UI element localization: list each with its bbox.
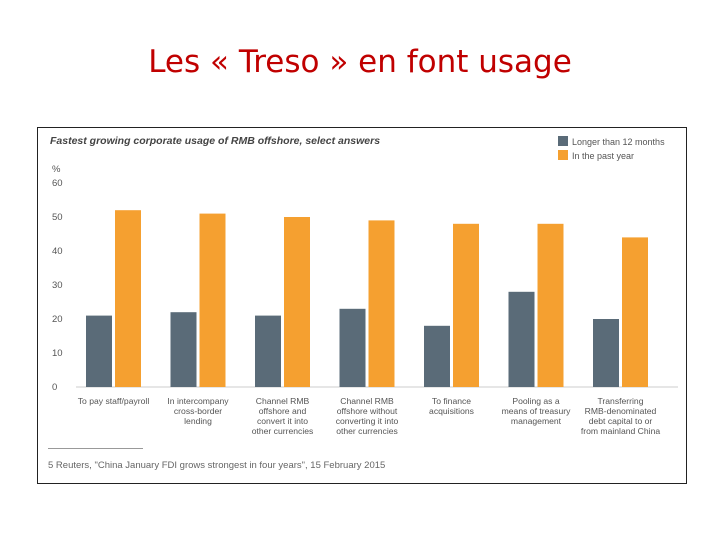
x-tick-label: offshore without [337, 406, 398, 416]
slide-title: Les « Treso » en font usage [148, 44, 572, 80]
x-tick-label: other currencies [252, 426, 314, 436]
y-tick-label: 10 [52, 348, 63, 359]
legend-label: In the past year [572, 151, 634, 161]
bar-past-year [622, 237, 648, 387]
bar-past-year [453, 223, 479, 387]
x-tick-label: convert it into [257, 416, 308, 426]
y-tick-label: 0 [52, 382, 57, 393]
x-tick-label: acquisitions [429, 406, 474, 416]
x-tick-label: To finance [432, 396, 471, 406]
bar-longer-than-12-months [255, 315, 281, 387]
x-tick-label: converting it into [336, 416, 399, 426]
bar-past-year [368, 220, 395, 387]
bar-longer-than-12-months [593, 319, 619, 387]
y-tick-label: 20 [52, 314, 63, 325]
x-tick-label: offshore and [259, 406, 307, 416]
bar-past-year [115, 210, 141, 387]
x-tick-label: debt capital to or [589, 416, 653, 426]
x-tick-label: To pay staff/payroll [78, 396, 150, 406]
legend-label: Longer than 12 months [572, 137, 665, 147]
y-tick-label: 40 [52, 246, 63, 257]
x-tick-label: management [511, 416, 562, 426]
chart-frame: Fastest growing corporate usage of RMB o… [37, 127, 687, 484]
bar-past-year [199, 213, 226, 387]
x-tick-label: Transferring [597, 396, 643, 406]
bar-longer-than-12-months [86, 315, 112, 387]
bar-longer-than-12-months [339, 308, 366, 387]
bar-past-year [537, 223, 564, 387]
x-tick-label: from mainland China [581, 426, 661, 436]
bar-past-year [284, 217, 310, 387]
x-tick-label: In intercompany [167, 396, 229, 406]
bar-longer-than-12-months [170, 312, 197, 387]
x-tick-label: other currencies [336, 426, 398, 436]
x-tick-label: cross-border [174, 406, 222, 416]
legend-swatch [558, 136, 568, 146]
y-axis-label: % [52, 164, 61, 175]
x-tick-label: means of treasury [502, 406, 571, 416]
y-tick-label: 60 [52, 178, 63, 189]
bar-longer-than-12-months [508, 291, 535, 387]
footnote-divider [48, 448, 143, 449]
bar-longer-than-12-months [424, 325, 450, 387]
x-tick-label: lending [184, 416, 212, 426]
chart-title: Fastest growing corporate usage of RMB o… [50, 135, 380, 147]
bar-chart: Fastest growing corporate usage of RMB o… [50, 135, 678, 436]
legend-swatch [558, 150, 568, 160]
y-tick-label: 50 [52, 212, 63, 223]
chart-footnote: 5 Reuters, "China January FDI grows stro… [48, 460, 386, 471]
x-tick-label: RMB-denominated [585, 406, 657, 416]
y-tick-label: 30 [52, 280, 63, 291]
x-tick-label: Channel RMB [256, 396, 310, 406]
x-tick-label: Channel RMB [340, 396, 394, 406]
x-tick-label: Pooling as a [512, 396, 560, 406]
